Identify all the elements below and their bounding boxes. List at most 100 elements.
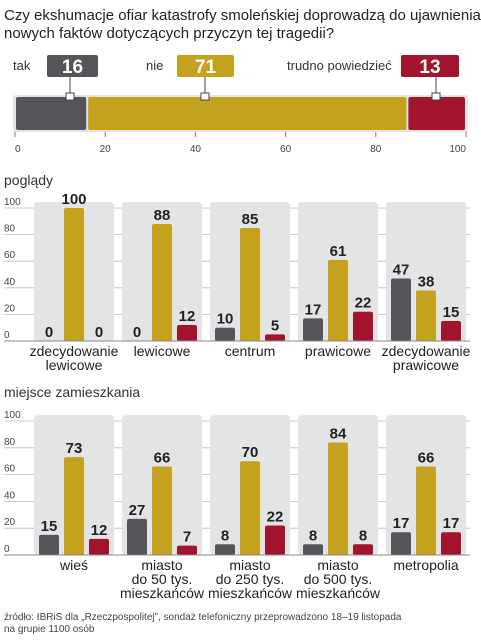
bar-value-label: 17 [443, 515, 460, 532]
source-line: na grupie 1100 osób [4, 624, 95, 635]
bar-tak [391, 278, 411, 341]
bar-nie [64, 208, 84, 341]
category-label: lewicowe [134, 343, 191, 359]
y-tick-label: 20 [4, 517, 16, 528]
bar-value-label: 0 [133, 324, 141, 341]
bar-value-label: 8 [359, 527, 367, 544]
category-label: do 50 tys. [132, 571, 193, 587]
summary-label-tak: tak [13, 58, 31, 73]
bar-nie [152, 223, 172, 341]
title-line: Czy ekshumacje ofiar katastrofy smoleńsk… [4, 7, 481, 24]
summary-label-nie: nie [146, 58, 163, 73]
bar-value-label: 8 [221, 527, 229, 544]
category-label: wieś [59, 557, 88, 573]
bar-nie [416, 466, 436, 555]
category-label: miasto [141, 557, 182, 573]
panel-title: miejsce zamieszkania [4, 384, 140, 400]
bar-tak [391, 532, 411, 555]
bar-nie [240, 461, 260, 555]
category-label: do 500 tys. [304, 571, 373, 587]
bar-nie [64, 457, 84, 555]
category-label: zdecydowanie [382, 343, 471, 359]
bar-value-label: 15 [41, 518, 58, 535]
summary-connector-marker [65, 92, 75, 101]
views-chart: poglądy02040608010001000zdecydowanielewi… [4, 172, 471, 373]
y-tick-label: 0 [4, 544, 10, 555]
bar-trudno [353, 544, 373, 555]
summary-value-trudno: 13 [419, 57, 440, 78]
bar-nie [152, 466, 172, 555]
y-tick-label: 40 [4, 490, 16, 501]
bar-value-label: 66 [154, 450, 171, 467]
summary-tick-label: 80 [370, 144, 382, 155]
y-tick-label: 0 [4, 330, 10, 341]
category-label: mieszkańców [296, 585, 381, 601]
figure-title: Czy ekshumacje ofiar katastrofy smoleńsk… [4, 7, 481, 42]
bar-value-label: 8 [309, 527, 317, 544]
bar-value-label: 7 [183, 529, 191, 546]
bar-trudno [177, 325, 197, 341]
bar-value-label: 61 [330, 243, 347, 260]
summary-tick-label: 60 [280, 144, 292, 155]
category-label: mieszkańców [208, 585, 293, 601]
summary-connector-marker [431, 92, 441, 101]
y-tick-label: 20 [4, 303, 16, 314]
y-tick-label: 40 [4, 277, 16, 288]
summary-segment-trudno [408, 97, 465, 130]
category-label: mieszkańców [120, 585, 205, 601]
summary-value-box-tak [47, 55, 98, 77]
bar-value-label: 0 [45, 324, 53, 341]
bar-value-label: 85 [242, 211, 259, 228]
bar-nie [328, 259, 348, 341]
category-label: miasto [229, 557, 270, 573]
bar-value-label: 27 [129, 502, 146, 519]
category-label: lewicowe [46, 357, 103, 373]
bar-trudno [265, 334, 285, 341]
summary-tick-label: 0 [15, 144, 21, 155]
summary-tick-label: 100 [449, 144, 466, 155]
bar-nie [240, 227, 260, 341]
bar-value-label: 22 [355, 295, 372, 312]
category-label: prawicowe [305, 343, 371, 359]
summary-connector-marker [200, 92, 210, 101]
summary-segment-tak [16, 97, 87, 130]
bar-value-label: 17 [305, 301, 322, 318]
summary-value-tak: 16 [62, 57, 83, 78]
bar-trudno [265, 525, 285, 555]
bar-value-label: 17 [393, 515, 410, 532]
bar-value-label: 66 [418, 450, 435, 467]
bar-value-label: 84 [330, 425, 347, 442]
bar-trudno [177, 545, 197, 555]
bar-value-label: 38 [418, 273, 435, 290]
summary-value-box-trudno [401, 55, 459, 77]
summary-tick-label: 40 [190, 144, 202, 155]
category-label: miasto [317, 557, 358, 573]
y-tick-label: 60 [4, 250, 16, 261]
bar-trudno [353, 311, 373, 341]
residence-chart: miejsce zamieszkania 0 20 40 60 80 100 15 73 12 wi… [4, 384, 470, 601]
source-line: źródło: IBRiS dla „Rzeczpospolitej”, son… [4, 612, 402, 623]
bar-tak [303, 544, 323, 555]
bar-value-label: 5 [271, 317, 279, 334]
category-label: do 250 tys. [216, 571, 285, 587]
bar-nie [328, 442, 348, 555]
panel-title: poglądy [4, 172, 53, 188]
bar-tak [39, 534, 59, 555]
summary-tick-label: 20 [100, 144, 112, 155]
summary-chart: 0 20 40 60 80 100 tak 16 nie 71 trudno powiedzieć 1… [13, 55, 468, 155]
source-note: źródło: IBRiS dla „Rzeczpospolitej”, son… [4, 612, 402, 635]
bar-nie [416, 290, 436, 341]
y-tick-label: 80 [4, 224, 16, 235]
bar-value-label: 88 [154, 207, 171, 224]
bar-value-label: 12 [179, 308, 196, 325]
bar-value-label: 22 [267, 509, 284, 526]
category-label: centrum [225, 343, 276, 359]
bar-tak [303, 318, 323, 341]
bar-value-label: 100 [61, 191, 86, 208]
bar-tak [127, 518, 147, 555]
summary-label-trudno: trudno powiedzieć [287, 58, 392, 73]
y-tick-label: 60 [4, 464, 16, 475]
bar-value-label: 0 [95, 324, 103, 341]
bar-trudno [441, 532, 461, 555]
